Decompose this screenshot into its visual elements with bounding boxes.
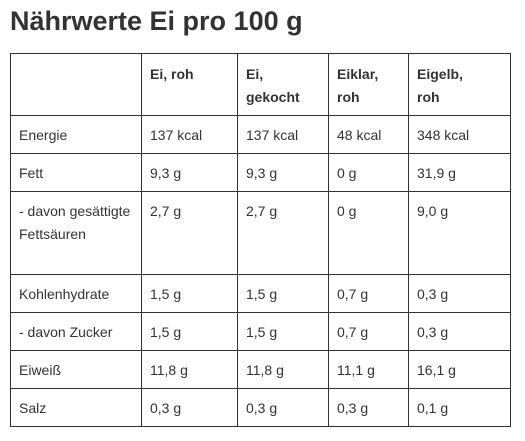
table-cell: 0,3 g bbox=[237, 388, 329, 427]
table-cell: 0,1 g bbox=[408, 388, 511, 427]
header-cell-ei-roh: Ei, roh bbox=[141, 53, 238, 116]
table-cell: 348 kcal bbox=[408, 115, 511, 154]
table-cell: 0 g bbox=[328, 153, 409, 192]
nutrition-table: Ei, roh Ei, gekocht Eiklar, roh Eigelb, roh… bbox=[10, 53, 511, 427]
table-cell: 0,3 g bbox=[141, 388, 238, 427]
table-header-row: Ei, roh Ei, gekocht Eiklar, roh Eigelb, roh bbox=[10, 53, 511, 116]
row-label: Salz bbox=[10, 388, 142, 427]
header-cell-ei-gekocht: Ei, gekocht bbox=[237, 53, 329, 116]
table-cell: 1,5 g bbox=[141, 312, 238, 351]
table-cell: 31,9 g bbox=[408, 153, 511, 192]
table-cell: 137 kcal bbox=[237, 115, 329, 154]
header-cell-eiklar-roh: Eiklar, roh bbox=[328, 53, 409, 116]
row-label: Eiweiß bbox=[10, 350, 142, 389]
table-cell: 9,3 g bbox=[141, 153, 238, 192]
table-row: - davon Zucker 1,5 g 1,5 g 0,7 g 0,3 g bbox=[10, 312, 511, 351]
row-label: Energie bbox=[10, 115, 142, 154]
table-row: Energie 137 kcal 137 kcal 48 kcal 348 kc… bbox=[10, 115, 511, 154]
table-cell: 48 kcal bbox=[328, 115, 409, 154]
table-cell: 16,1 g bbox=[408, 350, 511, 389]
header-cell-empty bbox=[10, 53, 142, 116]
table-cell: 1,5 g bbox=[237, 274, 329, 313]
row-label: Kohlenhydrate bbox=[10, 274, 142, 313]
table-cell: 11,8 g bbox=[237, 350, 329, 389]
table-row: - davon gesättigte Fettsäuren 2,7 g 2,7 … bbox=[10, 191, 511, 275]
table-cell: 0,3 g bbox=[408, 274, 511, 313]
table-row: Kohlenhydrate 1,5 g 1,5 g 0,7 g 0,3 g bbox=[10, 274, 511, 313]
table-cell: 0,3 g bbox=[408, 312, 511, 351]
table-cell: 1,5 g bbox=[141, 274, 238, 313]
table-row: Eiweiß 11,8 g 11,8 g 11,1 g 16,1 g bbox=[10, 350, 511, 389]
table-cell: 2,7 g bbox=[237, 191, 329, 275]
header-cell-eigelb-roh: Eigelb, roh bbox=[408, 53, 511, 116]
row-label: - davon gesättigte Fettsäuren bbox=[10, 191, 142, 275]
table-cell: 0 g bbox=[328, 191, 409, 275]
table-row: Fett 9,3 g 9,3 g 0 g 31,9 g bbox=[10, 153, 511, 192]
row-label: - davon Zucker bbox=[10, 312, 142, 351]
table-cell: 137 kcal bbox=[141, 115, 238, 154]
table-cell: 9,3 g bbox=[237, 153, 329, 192]
table-cell: 9,0 g bbox=[408, 191, 511, 275]
table-cell: 0,3 g bbox=[328, 388, 409, 427]
page-title: Nährwerte Ei pro 100 g bbox=[10, 6, 303, 36]
row-label: Fett bbox=[10, 153, 142, 192]
table-cell: 11,8 g bbox=[141, 350, 238, 389]
table-cell: 0,7 g bbox=[328, 312, 409, 351]
table-row: Salz 0,3 g 0,3 g 0,3 g 0,1 g bbox=[10, 388, 511, 427]
table-cell: 11,1 g bbox=[328, 350, 409, 389]
table-cell: 0,7 g bbox=[328, 274, 409, 313]
table-cell: 1,5 g bbox=[237, 312, 329, 351]
table-cell: 2,7 g bbox=[141, 191, 238, 275]
